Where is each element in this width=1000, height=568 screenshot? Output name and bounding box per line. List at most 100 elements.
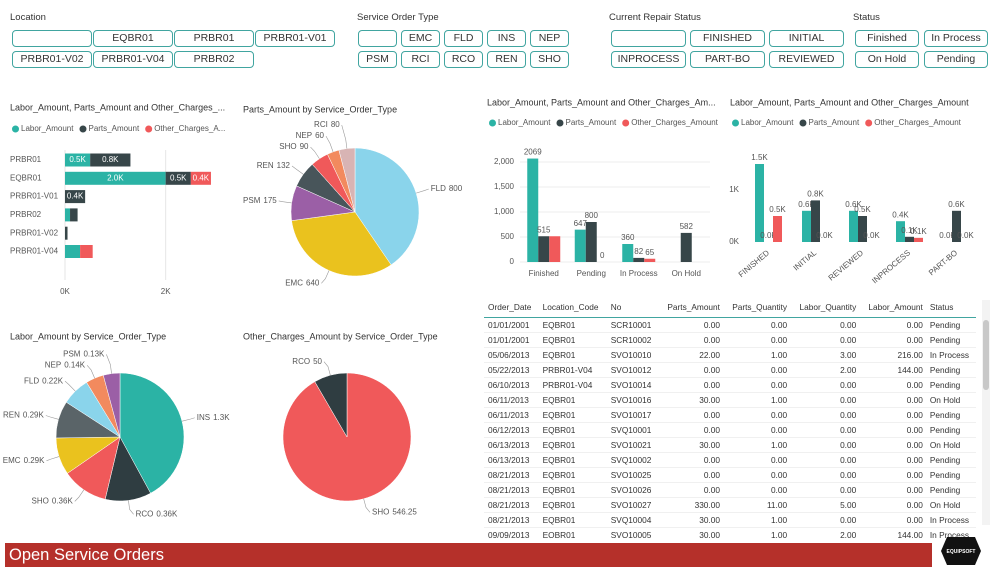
table-cell: 144.00 — [859, 527, 926, 538]
slice-label: REN — [257, 161, 274, 170]
data-label: 800 — [585, 211, 599, 220]
bar — [549, 236, 561, 262]
legend-label: Labor_Amount — [21, 124, 74, 133]
table-cell: 06/13/2013 — [484, 452, 539, 468]
legend-label: Labor_Amount — [741, 118, 794, 127]
orders-table: Order_Date Location_Code No Parts_Amount Par… — [484, 298, 976, 538]
table-row: 06/12/2013 EQBR01 SVQ10001 0.00 0.00 0.00 0.00… — [484, 422, 976, 438]
leader-line — [323, 361, 331, 376]
column-header[interactable]: No — [606, 298, 659, 318]
legend-label: Other_Charges_Amount — [631, 118, 718, 127]
slicer-option[interactable]: EMC — [401, 30, 440, 47]
data-label: 0.4K — [193, 173, 210, 182]
leader-line — [278, 200, 292, 204]
slicer-option[interactable]: In Process — [924, 30, 988, 47]
table: Order_Date Location_Code No Parts_Amount Par… — [484, 298, 976, 538]
table-cell: 30.00 — [658, 437, 723, 453]
column-header[interactable]: Labor_Amount — [859, 298, 926, 318]
column-header[interactable]: Parts_Quantity — [722, 298, 791, 318]
slicer-option[interactable]: PRBR01-V04 — [93, 51, 173, 68]
legend-marker — [799, 119, 807, 127]
slicer-option[interactable]: PRBR01 — [174, 30, 254, 47]
slicer-option[interactable]: PSM — [358, 51, 397, 68]
table-cell: 08/21/2013 — [484, 512, 539, 528]
slicer-option[interactable]: Finished — [855, 30, 919, 47]
slice-label: EMC — [285, 278, 303, 287]
chart-title: Other_Charges_Amount by Service_Order_Ty… — [243, 331, 438, 341]
table-cell: 09/09/2013 — [484, 527, 539, 538]
footer-title: Open Service Orders — [5, 543, 932, 567]
slicer-option[interactable]: RCO — [444, 51, 483, 68]
slice-value: 0.36K — [156, 509, 178, 518]
slicer-option[interactable]: Pending — [924, 51, 988, 68]
slicer-option[interactable]: PRBR01-V02 — [12, 51, 92, 68]
slicer-blank-option[interactable] — [358, 30, 397, 47]
slicer-blank-option[interactable] — [12, 30, 92, 47]
slicer-option[interactable]: INS — [487, 30, 526, 47]
slice-value: 90 — [300, 142, 309, 151]
slicer-option[interactable]: PART-BO — [690, 51, 765, 68]
table-cell: EQBR01 — [538, 347, 607, 363]
table-cell: PRBR01-V04 — [538, 362, 607, 378]
slicer-option[interactable]: RCI — [401, 51, 440, 68]
slicer-option[interactable]: FLD — [444, 30, 483, 47]
table-row: 08/21/2013 EQBR01 SVO10026 0.00 0.00 0.00 0.00… — [484, 482, 976, 498]
table-row: 09/09/2013 EQBR01 SVQ10005 30.00 1.00 2.00 144… — [484, 527, 976, 538]
slicer-option[interactable]: PRBR02 — [174, 51, 254, 68]
slicer-blank-option[interactable] — [611, 30, 686, 47]
table-cell: 0.00 — [658, 407, 723, 423]
column-header[interactable]: Status — [925, 298, 976, 318]
table-cell: EQBR01 — [538, 497, 607, 513]
slicer-option[interactable]: REVIEWED — [769, 51, 844, 68]
bar — [527, 158, 539, 262]
table-cell: EQBR01 — [538, 422, 607, 438]
table-cell: SVO10014 — [606, 377, 659, 393]
slicer-option[interactable]: On Hold — [855, 51, 919, 68]
data-label: 360 — [621, 233, 635, 242]
slicer-option[interactable]: NEP — [530, 30, 569, 47]
data-label: 65 — [645, 248, 654, 257]
slice-label: RCI — [314, 120, 328, 129]
slicer-option[interactable]: PRBR01-V01 — [255, 30, 335, 47]
slicer-option[interactable]: EQBR01 — [93, 30, 173, 47]
slicer-option[interactable]: INITIAL — [769, 30, 844, 47]
column-header[interactable]: Location_Code — [538, 298, 607, 318]
table-cell: 0.00 — [859, 332, 926, 348]
slicer-option[interactable]: REN — [487, 51, 526, 68]
table-cell: 0.00 — [658, 452, 723, 468]
table-cell: 0.00 — [722, 452, 791, 468]
chart-title: Labor_Amount, Parts_Amount and Other_Cha… — [730, 97, 969, 107]
table-cell: 0.00 — [790, 422, 860, 438]
bar — [858, 216, 867, 242]
scroll-thumb[interactable] — [983, 320, 989, 390]
column-header[interactable]: Labor_Quantity — [790, 298, 860, 318]
column-header[interactable]: Parts_Amount — [658, 298, 723, 318]
slicer-option[interactable]: INPROCESS — [611, 51, 686, 68]
bar — [849, 210, 858, 242]
bar — [538, 236, 550, 262]
table-row: 05/06/2013 EQBR01 SVO10010 22.00 1.00 3.00 216… — [484, 347, 976, 363]
table-cell: 0.00 — [859, 437, 926, 453]
y-tick-label: PRBR01-V04 — [10, 247, 59, 256]
data-label: 1.5K — [751, 153, 768, 162]
table-cell: In Process — [925, 512, 976, 528]
y-tick-label: PRBR02 — [10, 210, 42, 219]
legend-marker — [732, 119, 739, 127]
x-tick-label: Finished — [529, 269, 559, 278]
slicer-option[interactable]: FINISHED — [690, 30, 765, 47]
data-label: 82 — [634, 247, 643, 256]
bar — [905, 236, 914, 242]
y-tick-label: 2,000 — [494, 157, 515, 166]
leader-line — [74, 489, 85, 502]
slicer-option[interactable]: SHO — [530, 51, 569, 68]
y-tick-label: EQBR01 — [10, 173, 42, 182]
slicer-title: Service Order Type — [357, 12, 439, 23]
table-cell: Pending — [925, 467, 976, 483]
bar — [952, 210, 961, 242]
scrollbar[interactable] — [982, 300, 990, 525]
table-cell: 5.00 — [790, 497, 860, 513]
leader-line — [46, 456, 60, 462]
slice-label: SHO — [32, 496, 49, 505]
column-header[interactable]: Order_Date — [484, 298, 539, 318]
table-cell: EQBR01 — [538, 482, 607, 498]
